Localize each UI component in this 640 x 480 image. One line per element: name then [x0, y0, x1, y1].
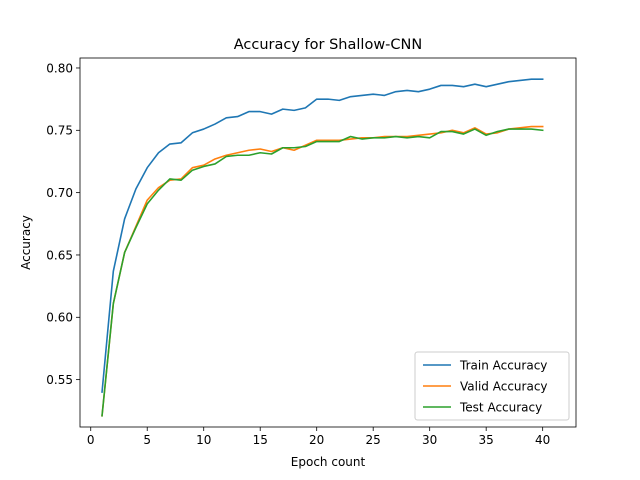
- series-layer: [101, 78, 544, 417]
- y-axis-label: Accuracy: [19, 215, 33, 270]
- plot-frame: [79, 57, 577, 428]
- x-axis-ticks: 0 5 10 15 20 25 30 35 40: [87, 427, 550, 447]
- legend-box: [414, 351, 570, 421]
- y-tick-label: 0.60: [46, 311, 73, 325]
- y-axis-ticks: 0.55 0.60 0.65 0.70 0.75 0.80: [46, 61, 80, 387]
- x-tick-label: 30: [422, 433, 437, 447]
- x-tick-label: 15: [253, 433, 268, 447]
- x-tick-label: 25: [366, 433, 381, 447]
- y-tick-label: 0.75: [46, 124, 73, 138]
- legend: Train Accuracy Valid Accuracy Test Accurac…: [414, 351, 570, 421]
- x-tick-label: 40: [535, 433, 550, 447]
- y-tick-label: 0.70: [46, 186, 73, 200]
- x-tick-label: 0: [87, 433, 95, 447]
- chart-title: Accuracy for Shallow-CNN: [234, 37, 422, 53]
- x-tick-label: 5: [143, 433, 151, 447]
- legend-label: Test Accuracy: [459, 400, 542, 414]
- legend-label: Valid Accuracy: [460, 379, 548, 393]
- x-axis-label: Epoch count: [291, 455, 366, 469]
- legend-label: Train Accuracy: [459, 358, 547, 372]
- x-tick-label: 35: [479, 433, 494, 447]
- x-tick-label: 10: [196, 433, 211, 447]
- series-line-1: [101, 78, 544, 393]
- y-tick-label: 0.65: [46, 248, 73, 262]
- y-tick-label: 0.80: [46, 61, 73, 75]
- x-tick-label: 20: [309, 433, 324, 447]
- y-tick-label: 0.55: [46, 373, 73, 387]
- series-line-3: [101, 128, 544, 417]
